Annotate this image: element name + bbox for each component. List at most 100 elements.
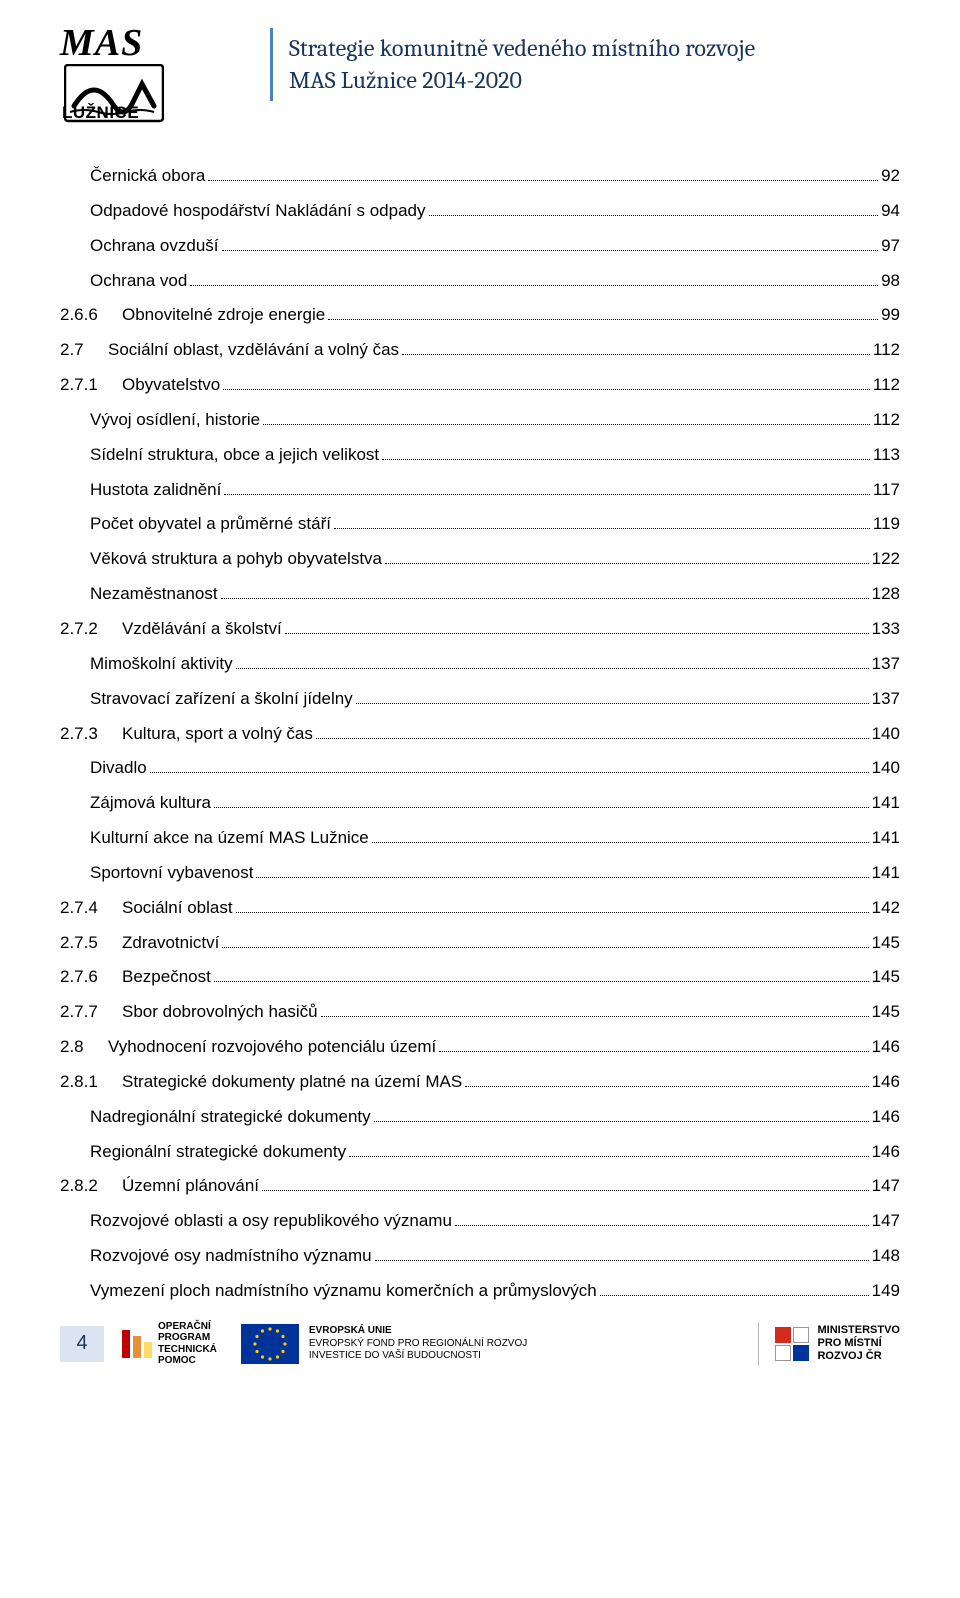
toc-entry[interactable]: 2.7.4Sociální oblast 142: [60, 891, 900, 926]
toc-entry-label: Vymezení ploch nadmístního významu komer…: [90, 1274, 597, 1309]
toc-entry-number: 2.7.4: [60, 891, 122, 926]
toc-entry-title: Odpadové hospodářství Nakládání s odpady: [90, 201, 426, 220]
opt-line2: PROGRAM: [158, 1332, 217, 1344]
toc-entry[interactable]: Stravovací zařízení a školní jídelny137: [60, 682, 900, 717]
toc-entry-page: 133: [872, 612, 900, 647]
toc-entry[interactable]: Regionální strategické dokumenty146: [60, 1135, 900, 1170]
toc-entry[interactable]: Ochrana vod98: [60, 264, 900, 299]
opt-bars-icon: [122, 1330, 152, 1358]
toc-entry[interactable]: Kulturní akce na území MAS Lužnice 141: [60, 821, 900, 856]
toc-entry[interactable]: 2.7.7Sbor dobrovolných hasičů145: [60, 995, 900, 1030]
toc-entry[interactable]: 2.8.2Územní plánování147: [60, 1169, 900, 1204]
toc-entry[interactable]: Odpadové hospodářství Nakládání s odpady…: [60, 194, 900, 229]
toc-entry[interactable]: 2.7Sociální oblast, vzdělávání a volný č…: [60, 333, 900, 368]
opt-bar: [144, 1342, 152, 1358]
toc-entry[interactable]: 2.8Vyhodnocení rozvojového potenciálu úz…: [60, 1030, 900, 1065]
toc-entry-page: 145: [872, 995, 900, 1030]
toc-entry-label: Mimoškolní aktivity: [90, 647, 233, 682]
toc-entry[interactable]: Věková struktura a pohyb obyvatelstva 122: [60, 542, 900, 577]
toc-leader-dots: [214, 807, 869, 808]
toc-entry[interactable]: Vymezení ploch nadmístního významu komer…: [60, 1274, 900, 1309]
toc-entry-title: Obyvatelstvo: [122, 375, 220, 394]
toc-entry-label: 2.7.1Obyvatelstvo: [60, 368, 220, 403]
toc-leader-dots: [465, 1086, 868, 1087]
toc-entry-page: 122: [872, 542, 900, 577]
toc-entry[interactable]: Nadregionální strategické dokumenty146: [60, 1100, 900, 1135]
toc-entry-page: 142: [872, 891, 900, 926]
toc-entry-number: 2.7.5: [60, 926, 122, 961]
mmr-square: [793, 1327, 809, 1343]
toc-entry-page: 141: [872, 856, 900, 891]
toc-entry[interactable]: 2.7.1Obyvatelstvo 112: [60, 368, 900, 403]
toc-entry[interactable]: 2.8.1Strategické dokumenty platné na úze…: [60, 1065, 900, 1100]
toc-leader-dots: [402, 354, 870, 355]
toc-entry[interactable]: Rozvojové oblasti a osy republikového vý…: [60, 1204, 900, 1239]
toc-entry-label: 2.8.2Územní plánování: [60, 1169, 259, 1204]
mmr-line3: ROZVOJ ČR: [817, 1350, 900, 1363]
toc-entry-page: 128: [872, 577, 900, 612]
toc-entry[interactable]: Zájmová kultura141: [60, 786, 900, 821]
toc-leader-dots: [190, 285, 878, 286]
toc-entry[interactable]: Divadlo140: [60, 751, 900, 786]
toc-entry-page: 140: [872, 751, 900, 786]
toc-entry-page: 141: [872, 821, 900, 856]
eu-logo: EVROPSKÁ UNIE EVROPSKÝ FOND PRO REGIONÁL…: [241, 1324, 527, 1364]
table-of-contents: Černická obora92Odpadové hospodářství Na…: [60, 159, 900, 1309]
toc-entry-page: 112: [873, 368, 900, 403]
toc-leader-dots: [382, 459, 870, 460]
toc-entry[interactable]: Nezaměstnanost 128: [60, 577, 900, 612]
toc-entry[interactable]: Sportovní vybavenost141: [60, 856, 900, 891]
toc-entry-label: 2.6.6Obnovitelné zdroje energie: [60, 298, 325, 333]
toc-entry[interactable]: Počet obyvatel a průměrné stáří119: [60, 507, 900, 542]
toc-entry[interactable]: 2.7.3Kultura, sport a volný čas140: [60, 717, 900, 752]
toc-entry-title: Strategické dokumenty platné na území MA…: [122, 1072, 462, 1091]
toc-leader-dots: [263, 424, 870, 425]
page-footer: 4 OPERAČNÍ PROGRAM TECHNICKÁ POMOC: [60, 1321, 900, 1367]
mmr-square: [775, 1327, 791, 1343]
divider: [758, 1322, 759, 1366]
toc-leader-dots: [328, 319, 878, 320]
toc-entry-label: 2.8Vyhodnocení rozvojového potenciálu úz…: [60, 1030, 436, 1065]
eu-flag-icon: [241, 1324, 299, 1364]
toc-entry[interactable]: Hustota zalidnění117: [60, 473, 900, 508]
toc-entry[interactable]: Vývoj osídlení, historie112: [60, 403, 900, 438]
toc-entry-page: 146: [872, 1065, 900, 1100]
toc-leader-dots: [455, 1225, 869, 1226]
toc-entry-page: 92: [881, 159, 900, 194]
toc-entry-title: Ochrana ovzduší: [90, 236, 219, 255]
toc-leader-dots: [221, 598, 869, 599]
toc-entry[interactable]: Rozvojové osy nadmístního významu148: [60, 1239, 900, 1274]
toc-entry-label: Sídelní struktura, obce a jejich velikos…: [90, 438, 379, 473]
toc-entry[interactable]: 2.7.6Bezpečnost145: [60, 960, 900, 995]
toc-entry-page: 148: [872, 1239, 900, 1274]
mas-luznice-logo: MAS LUŽNICE: [60, 24, 210, 129]
toc-entry-page: 119: [873, 507, 900, 542]
toc-entry-title: Mimoškolní aktivity: [90, 654, 233, 673]
toc-entry-page: 140: [872, 717, 900, 752]
toc-leader-dots: [222, 250, 879, 251]
eu-line1: EVROPSKÁ UNIE: [309, 1325, 527, 1338]
toc-entry-title: Zájmová kultura: [90, 793, 211, 812]
toc-entry[interactable]: Ochrana ovzduší 97: [60, 229, 900, 264]
toc-entry-label: 2.7.6Bezpečnost: [60, 960, 211, 995]
toc-entry-title: Sociální oblast: [122, 898, 233, 917]
toc-entry-label: Ochrana vod: [90, 264, 187, 299]
toc-entry-page: 97: [881, 229, 900, 264]
toc-entry[interactable]: 2.7.5Zdravotnictví145: [60, 926, 900, 961]
toc-entry[interactable]: 2.6.6Obnovitelné zdroje energie99: [60, 298, 900, 333]
toc-entry-number: 2.6.6: [60, 298, 122, 333]
toc-entry-number: 2.7: [60, 333, 108, 368]
toc-entry-page: 112: [873, 333, 900, 368]
toc-entry-title: Nezaměstnanost: [90, 584, 218, 603]
toc-entry-label: Věková struktura a pohyb obyvatelstva: [90, 542, 382, 577]
toc-entry[interactable]: Černická obora92: [60, 159, 900, 194]
toc-entry-title: Hustota zalidnění: [90, 480, 221, 499]
toc-entry[interactable]: 2.7.2Vzdělávání a školství133: [60, 612, 900, 647]
toc-entry[interactable]: Sídelní struktura, obce a jejich velikos…: [60, 438, 900, 473]
opt-logo: OPERAČNÍ PROGRAM TECHNICKÁ POMOC: [122, 1321, 217, 1367]
toc-entry-title: Ochrana vod: [90, 271, 187, 290]
toc-entry[interactable]: Mimoškolní aktivity137: [60, 647, 900, 682]
toc-leader-dots: [222, 947, 868, 948]
toc-leader-dots: [385, 563, 869, 564]
toc-entry-label: Kulturní akce na území MAS Lužnice: [90, 821, 369, 856]
